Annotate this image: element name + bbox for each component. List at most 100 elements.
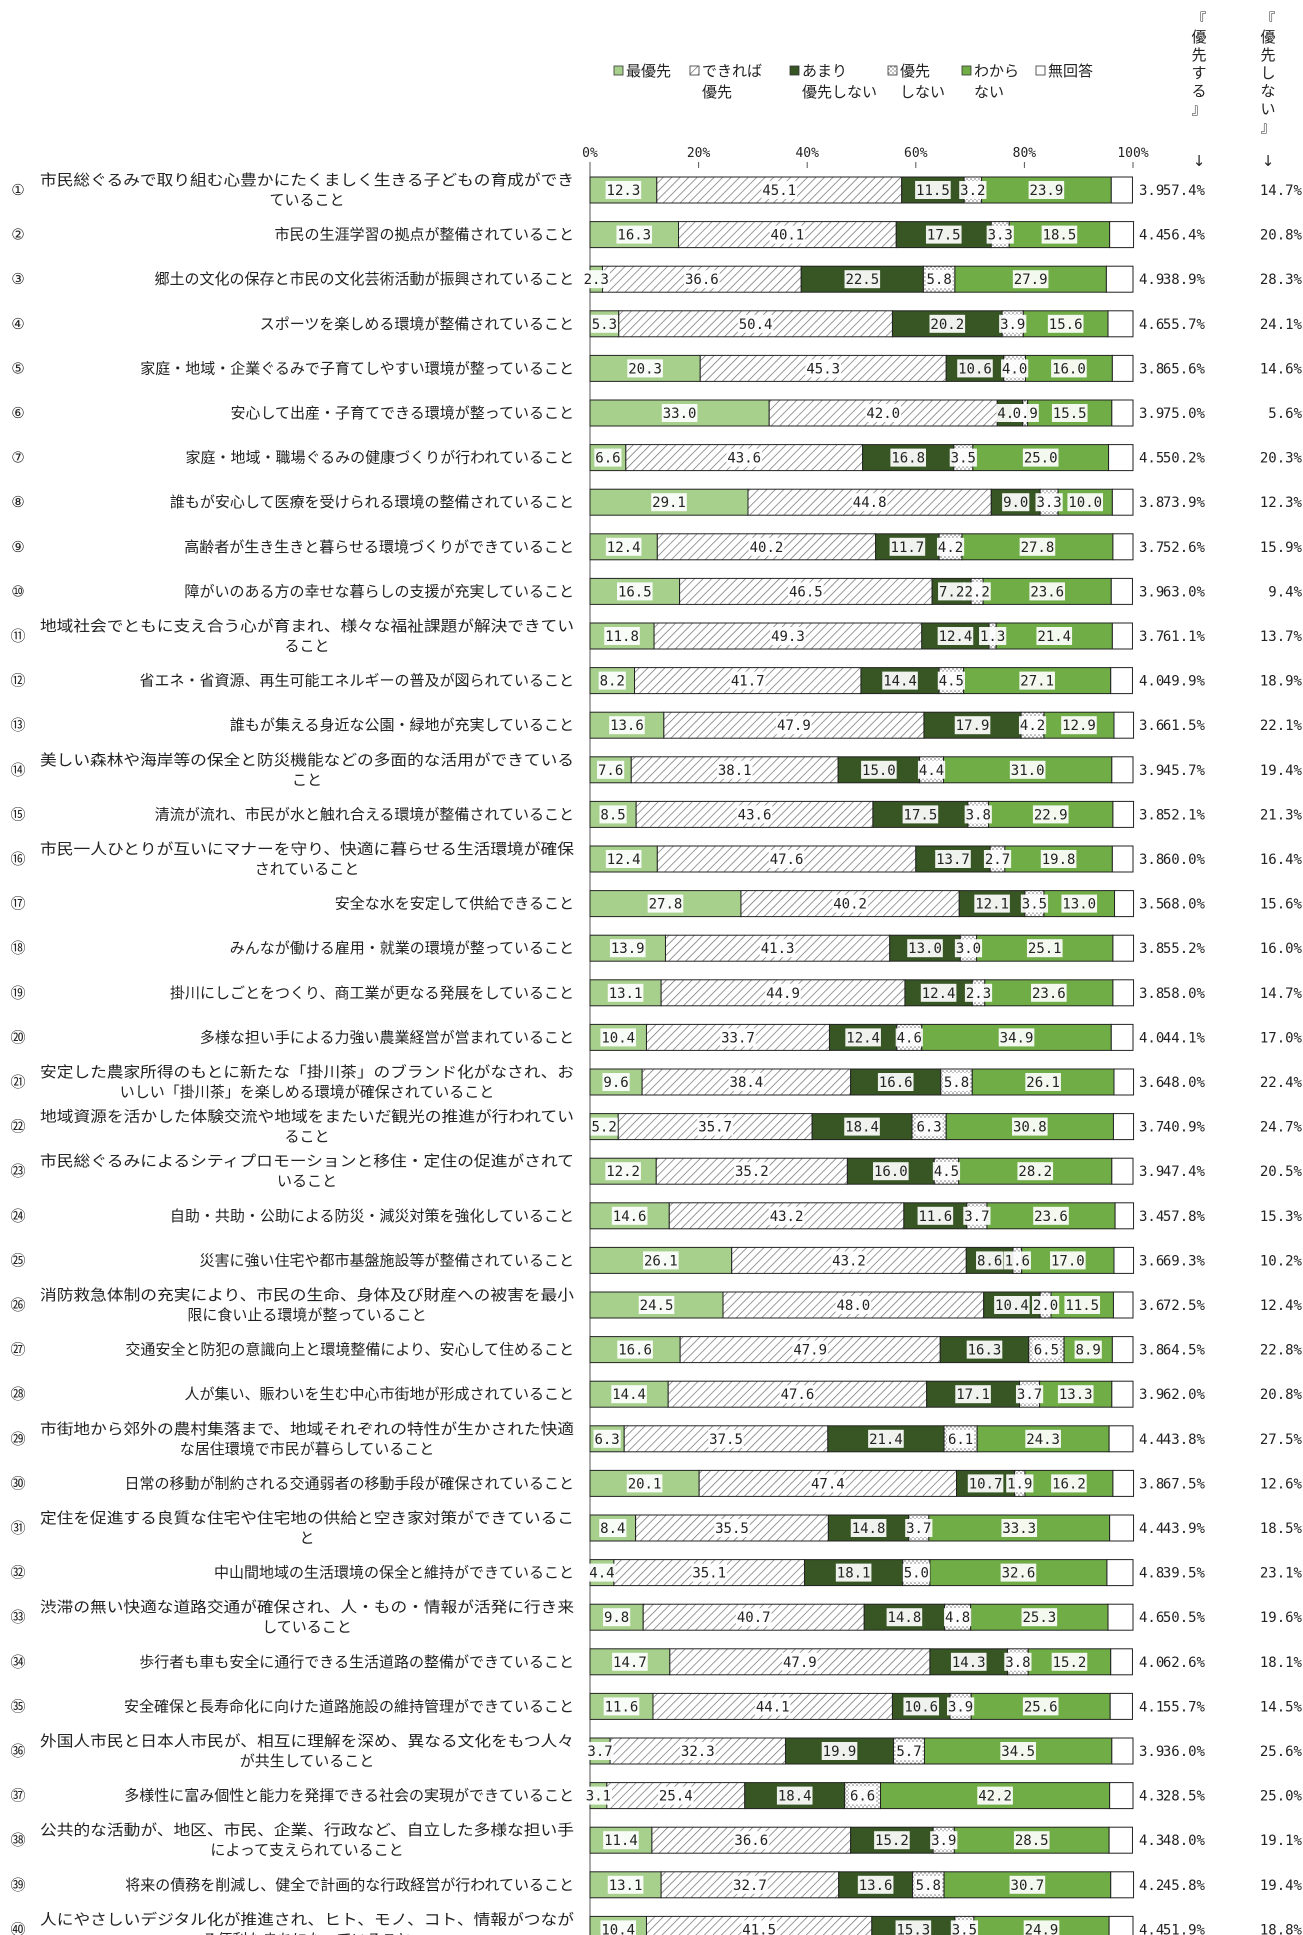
data-label-bg <box>905 1519 933 1537</box>
data-label-bg <box>1013 1831 1050 1850</box>
no-answer-label: 3.8 <box>1139 361 1164 377</box>
bar-segment <box>1112 934 1135 962</box>
x-tick-label: 0% <box>582 146 598 161</box>
data-label: 3.5 <box>951 451 976 467</box>
data-label: 4.4 <box>919 763 944 779</box>
data-label-bg <box>999 314 1027 333</box>
data-label-bg <box>788 582 824 601</box>
row-label: スポーツを楽しめる環境が整備されていること <box>260 315 574 333</box>
data-label: 13.7 <box>936 852 970 868</box>
data-label: 35.7 <box>698 1120 732 1136</box>
data-label-bg <box>588 1563 616 1582</box>
chart-row: ㉑安定した農家所得のもとに新たな「掛川茶」のブランド化がなされ、おいしい「掛川茶… <box>10 1063 1302 1101</box>
data-label-bg <box>895 1742 923 1760</box>
data-label-bg <box>848 1786 877 1805</box>
nonprio-value: 22.1% <box>1260 718 1303 734</box>
data-label-bg <box>736 805 773 824</box>
nonprio-value: 14.7% <box>1260 986 1303 1002</box>
data-label: 13.9 <box>611 941 645 957</box>
row-number: ㉕ <box>10 1251 25 1269</box>
data-label-bg <box>605 537 642 556</box>
row-number: ⑱ <box>10 939 25 957</box>
no-answer-label: 4.1 <box>1139 1699 1164 1715</box>
data-label-bg <box>1061 894 1098 913</box>
data-label: 13.1 <box>609 986 643 1002</box>
nonprio-value: 21.3% <box>1260 807 1303 823</box>
data-label-bg <box>935 850 971 868</box>
row-label: 安全確保と長寿命化に向けた道路施設の維持管理ができていること <box>124 1697 574 1715</box>
nonprio-value: 28.3% <box>1260 272 1303 288</box>
no-answer-label: 4.5 <box>1139 451 1164 467</box>
row-label: 誰もが集える身近な公園・緑地が充実していること <box>230 716 574 734</box>
chart-row: ㊲ 多様性に富み個性と能力を発揮できる社会の実現ができていること 3.1 25.4 18… <box>10 1782 1303 1810</box>
data-label: 47.9 <box>777 718 811 734</box>
data-label-bg <box>942 1073 971 1091</box>
no-answer-label: 3.9 <box>1139 584 1164 600</box>
header-char: る <box>1191 82 1206 100</box>
prio-value: 61.1% <box>1163 629 1206 645</box>
data-label-bg <box>768 1206 805 1225</box>
row-number: ③ <box>11 270 24 288</box>
data-label: 45.3 <box>806 361 840 377</box>
data-label-bg <box>983 850 1012 868</box>
data-label: 6.3 <box>916 1120 941 1136</box>
no-answer-label: 3.8 <box>1139 495 1164 511</box>
data-label: 37.5 <box>709 1432 743 1448</box>
row-label: 将来の債務を削減し、健全で計画的な行政経営が行われていること <box>125 1876 574 1894</box>
row-label: 市民総ぐるみで取り組む心豊かにたくましく生きる子どもの育成ができ <box>40 171 574 189</box>
data-label-bg <box>974 894 1010 913</box>
data-label-bg <box>877 1073 914 1091</box>
data-label: 20.2 <box>930 317 964 333</box>
data-label-bg <box>874 1831 910 1850</box>
data-label: 19.9 <box>823 1744 857 1760</box>
data-label: 2.0 <box>1033 1298 1058 1314</box>
chart-row: ⑱ みんなが働ける雇用・就業の環境が整っていること 13.9 41.3 13.0 3.0 2… <box>10 934 1303 962</box>
data-label-bg <box>914 1875 942 1894</box>
prio-value: 36.0% <box>1163 1744 1206 1760</box>
data-label: 11.6 <box>605 1699 639 1715</box>
data-label: 32.3 <box>681 1744 715 1760</box>
chart-row: ㉜ 中山間地域の生活環境の保全と維持ができていること 4.4 35.1 18.1 5.0 3… <box>10 1559 1303 1587</box>
chart-row: ③ 郷土の文化の保存と市民の文化芸術活動が振興されていること 2.3 36.6 22.5… <box>11 265 1303 293</box>
prio-value: 61.5% <box>1163 718 1206 734</box>
data-label: 2.7 <box>985 852 1010 868</box>
data-label-bg <box>605 1162 641 1181</box>
data-label: 2.3 <box>584 272 609 288</box>
prio-value: 63.0% <box>1163 584 1206 600</box>
data-label-bg <box>979 627 1007 645</box>
header-char: な <box>1260 82 1275 100</box>
bar-segment <box>1111 756 1134 784</box>
data-label-bg <box>748 537 785 556</box>
row-label-line2: いしい「掛川茶」を楽しめる環境が確保されていること <box>120 1083 495 1101</box>
data-label: 1.3 <box>980 629 1005 645</box>
data-label-bg <box>684 270 720 289</box>
header-char: 』 <box>1191 100 1206 118</box>
data-label-bg <box>938 582 966 601</box>
data-label-bg <box>1032 805 1069 824</box>
data-label: 32.6 <box>1002 1566 1036 1582</box>
data-label-bg <box>594 448 622 467</box>
no-answer-label: 3.4 <box>1139 1209 1164 1225</box>
bar-segment <box>1107 1603 1134 1631</box>
data-label-bg <box>1025 1429 1061 1448</box>
data-label: 13.1 <box>609 1878 643 1894</box>
row-label: 美しい森林や海岸等の保全と防災機能などの多面的な活用ができている <box>40 751 574 769</box>
row-number: ㉙ <box>10 1430 25 1448</box>
data-label: 13.0 <box>908 941 942 957</box>
legend-swatch <box>887 65 898 76</box>
data-label: 12.4 <box>607 540 641 556</box>
data-label: 4.4 <box>589 1566 614 1582</box>
data-label: 18.4 <box>778 1789 812 1805</box>
data-label-bg <box>920 983 957 1002</box>
row-label-line2: によって支えられていること <box>210 1841 403 1859</box>
data-label: 27.1 <box>1020 674 1054 690</box>
data-label-bg <box>907 939 943 958</box>
row-number: ⑪ <box>10 627 25 645</box>
data-label-bg <box>643 1251 679 1270</box>
data-label-bg <box>590 1117 618 1136</box>
header-char: す <box>1191 64 1206 82</box>
data-label-bg <box>1001 359 1029 378</box>
chart-row: ⑫ 省エネ・省資源、再生可能エネルギーの普及が図られていること 8.2 41.7 14.… <box>10 667 1303 695</box>
row-label: 市街地から郊外の農村集落まで、地域それぞれの特性が生かされた快適 <box>40 1420 574 1438</box>
